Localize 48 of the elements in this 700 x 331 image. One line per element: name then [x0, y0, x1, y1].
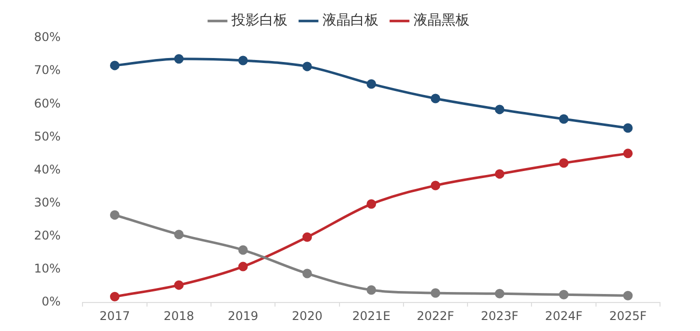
y-tick-label: 60%: [34, 96, 61, 110]
point: [110, 292, 120, 302]
x-tick-label: 2019: [228, 308, 258, 323]
legend-label: 液晶黑板: [414, 12, 470, 29]
legend-label: 投影白板: [230, 12, 288, 29]
point: [494, 169, 504, 179]
point: [559, 158, 569, 168]
point: [302, 268, 312, 278]
point: [238, 245, 248, 255]
point: [430, 180, 440, 190]
point: [623, 148, 633, 158]
point: [174, 54, 184, 64]
point: [623, 290, 633, 300]
point: [366, 199, 376, 209]
x-tick-label: 2024F: [545, 308, 583, 323]
y-tick-label: 20%: [34, 228, 61, 243]
point: [366, 285, 376, 295]
y-tick-label: 70%: [34, 63, 61, 78]
point: [110, 210, 120, 220]
point: [366, 79, 376, 89]
point: [559, 114, 569, 124]
point: [623, 123, 633, 133]
point: [174, 280, 184, 290]
y-tick-label: 30%: [34, 196, 61, 210]
point: [238, 262, 248, 272]
x-tick-label: 2018: [164, 308, 194, 323]
legend-label: 液晶白板: [322, 12, 378, 29]
point: [494, 288, 504, 298]
point: [559, 290, 569, 300]
y-tick-label: 0%: [42, 294, 61, 309]
point: [238, 56, 248, 66]
x-tick-label: 2020: [292, 308, 322, 323]
y-tick-label: 10%: [34, 262, 61, 276]
point: [430, 94, 440, 104]
y-tick-label: 80%: [34, 30, 61, 44]
x-tick-label: 2023F: [480, 308, 518, 323]
y-tick-label: 50%: [34, 129, 61, 144]
point: [494, 104, 504, 114]
point: [302, 232, 312, 242]
x-tick-label: 2017: [99, 308, 130, 323]
point: [110, 60, 120, 70]
y-tick-label: 40%: [34, 162, 61, 176]
point: [174, 230, 184, 240]
point: [302, 62, 312, 72]
x-tick-label: 2025F: [609, 308, 647, 323]
point: [430, 288, 440, 298]
x-tick-label: 2022F: [416, 308, 454, 323]
x-tick-label: 2021E: [352, 308, 390, 323]
